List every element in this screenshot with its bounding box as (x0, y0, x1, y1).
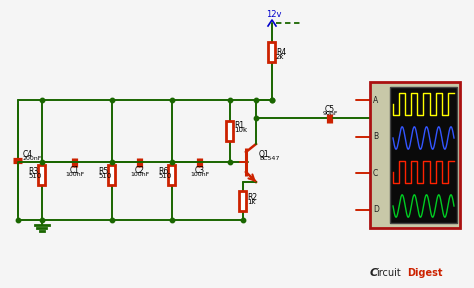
Bar (370, 82, 460, 228)
Text: 100nF: 100nF (65, 172, 85, 177)
Text: 510: 510 (28, 173, 41, 179)
Text: 12v: 12v (266, 10, 282, 19)
Text: C5: C5 (325, 105, 335, 114)
Text: C4: C4 (23, 150, 33, 159)
Bar (239, 191, 246, 211)
Text: 510: 510 (98, 173, 111, 179)
Text: 100nF: 100nF (191, 172, 210, 177)
Text: ircuit: ircuit (376, 268, 401, 278)
Text: R2: R2 (247, 193, 257, 202)
Bar (268, 42, 275, 62)
Text: B: B (373, 132, 378, 141)
Text: 200nF: 200nF (23, 156, 42, 161)
Text: R6: R6 (158, 167, 168, 176)
Text: 2k: 2k (276, 54, 284, 60)
Text: 100nF: 100nF (130, 172, 150, 177)
Text: R3: R3 (28, 167, 38, 176)
Text: BC547: BC547 (259, 156, 279, 161)
Text: R4: R4 (276, 48, 286, 57)
Text: 90nF: 90nF (322, 111, 338, 116)
Text: Digest: Digest (407, 268, 443, 278)
Bar (109, 165, 116, 185)
Text: 1k: 1k (247, 199, 255, 205)
Text: C2: C2 (135, 166, 145, 175)
Text: R1: R1 (234, 121, 244, 130)
Text: R5: R5 (98, 167, 108, 176)
Text: 510: 510 (158, 173, 172, 179)
Text: C3: C3 (195, 166, 205, 175)
Text: C: C (373, 169, 378, 178)
Text: A: A (373, 96, 378, 105)
Text: 10k: 10k (234, 127, 247, 133)
Text: Q1: Q1 (259, 150, 270, 159)
Text: C: C (370, 268, 378, 278)
Bar (38, 165, 46, 185)
Text: C1: C1 (70, 166, 80, 175)
Bar (168, 165, 175, 185)
Bar (227, 121, 234, 141)
Text: D: D (373, 205, 379, 214)
Bar (390, 87, 457, 223)
